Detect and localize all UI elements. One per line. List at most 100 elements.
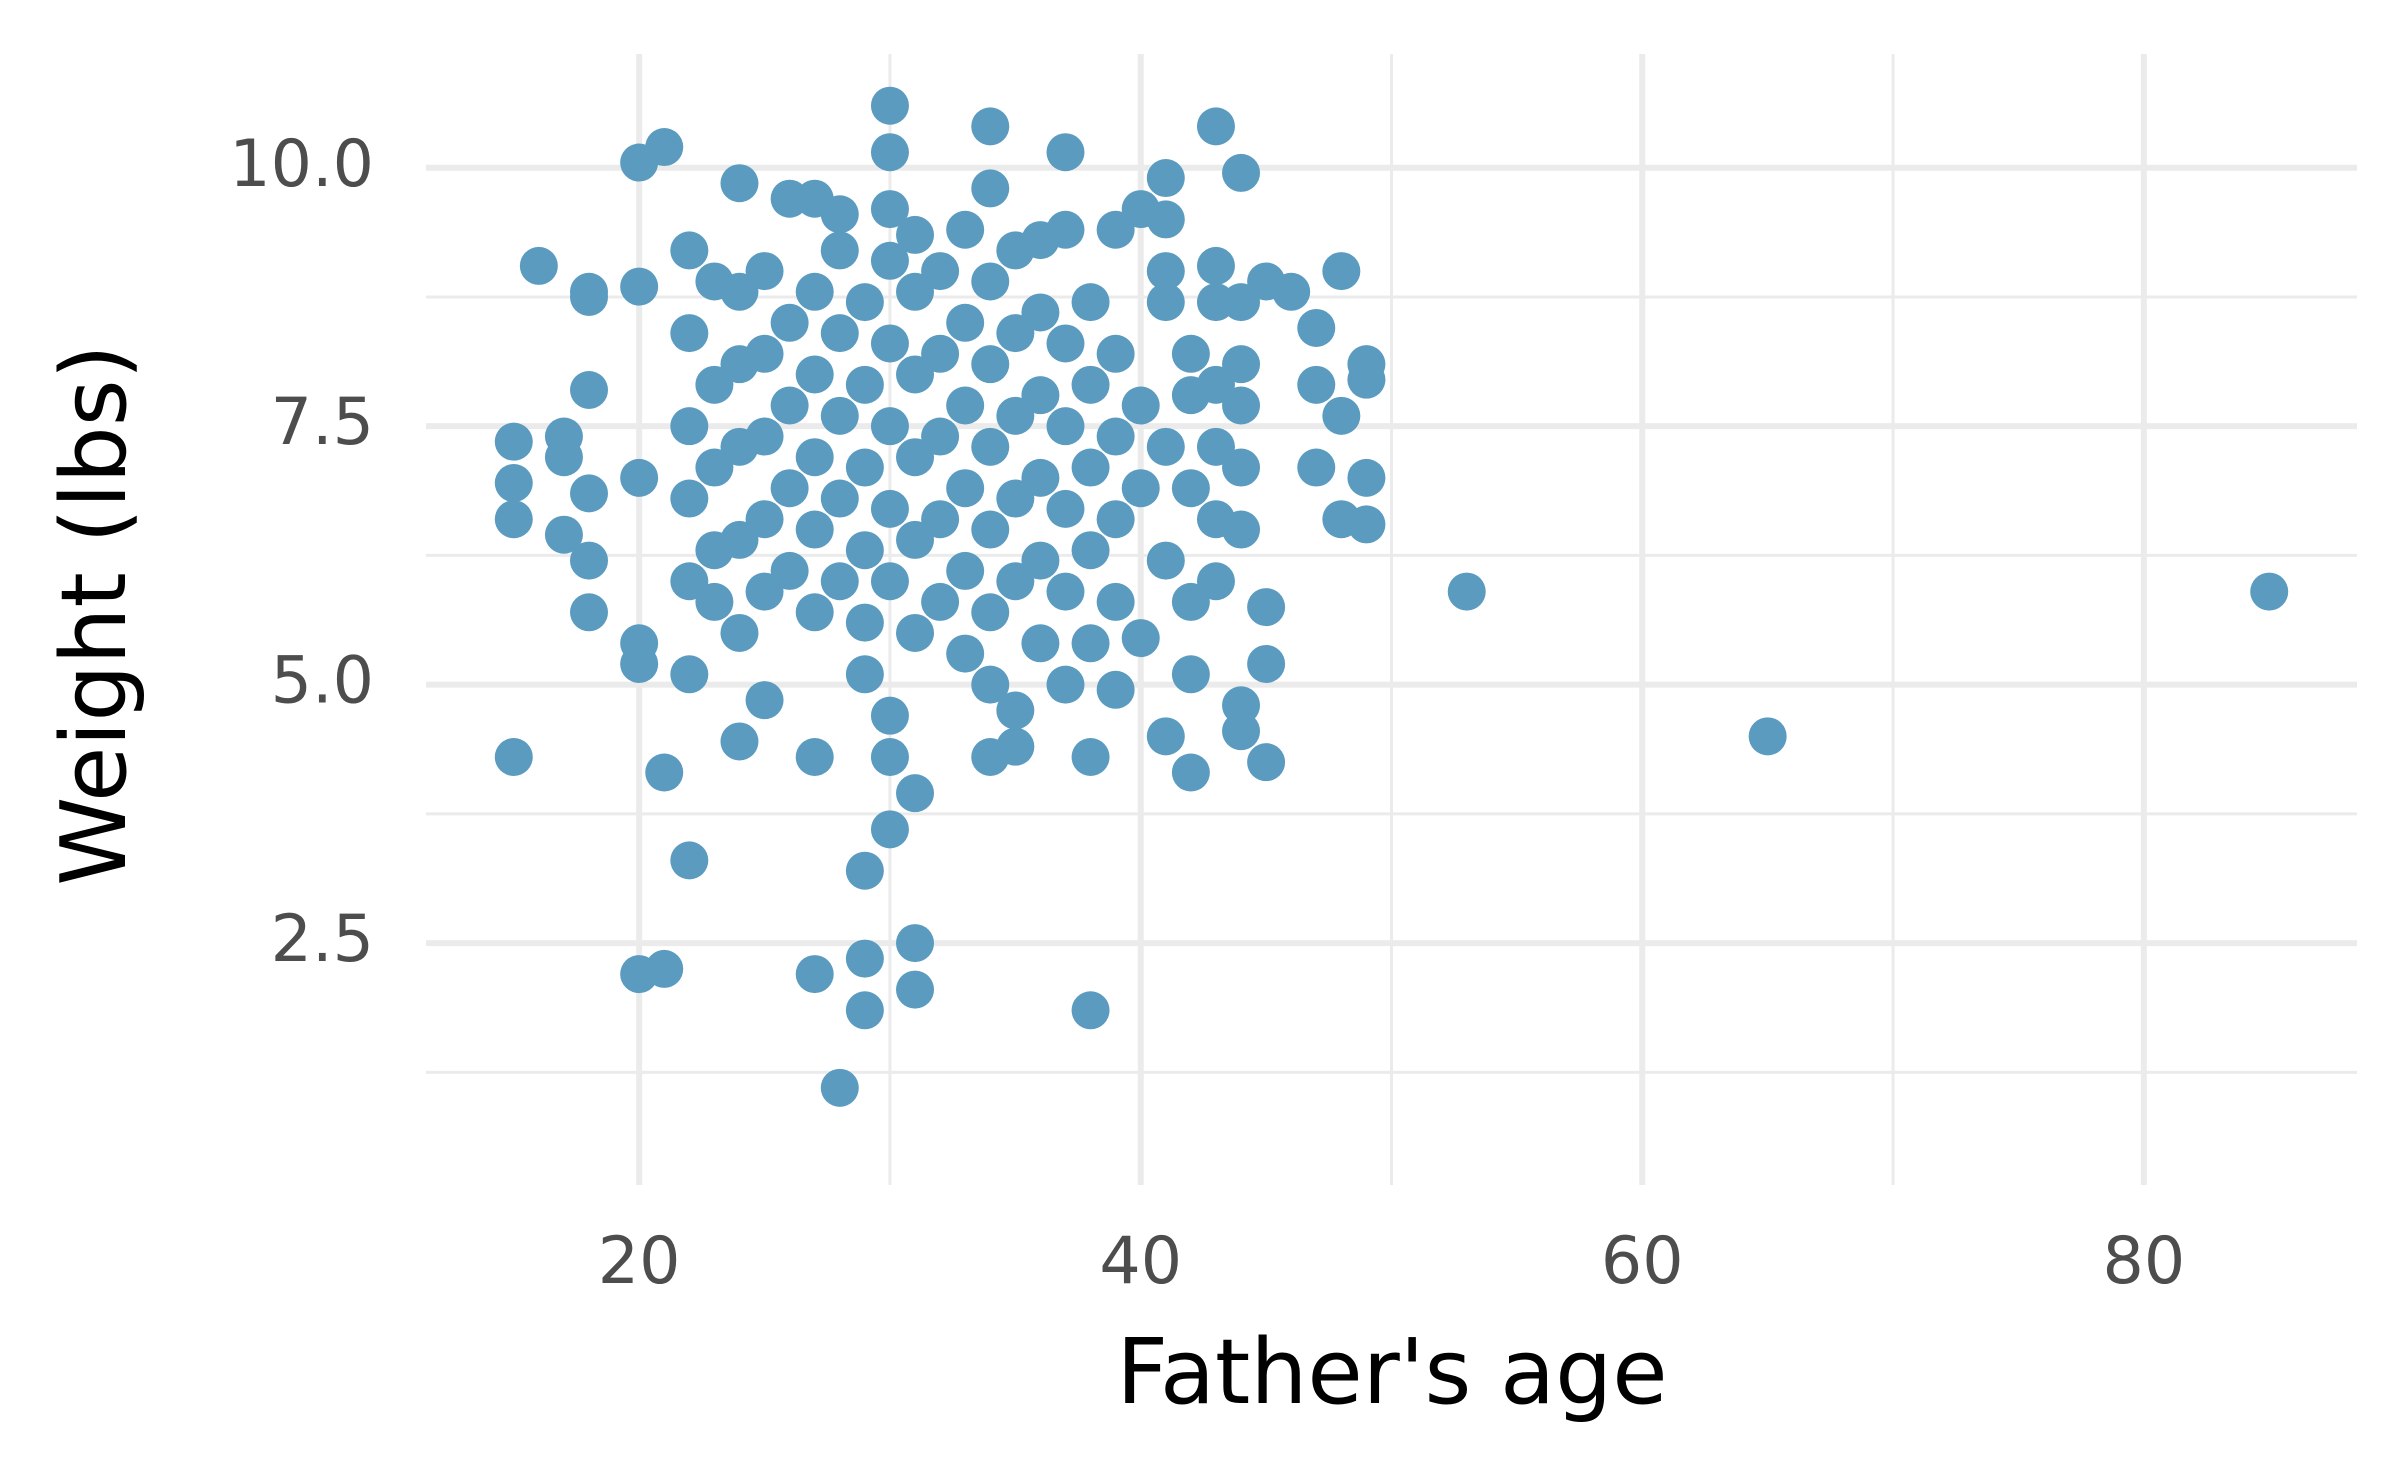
point bbox=[946, 551, 985, 590]
y-tick-label: 10.0 bbox=[229, 127, 374, 202]
point bbox=[870, 241, 909, 280]
point bbox=[946, 634, 985, 673]
point bbox=[971, 345, 1010, 384]
point bbox=[1322, 396, 1361, 435]
point bbox=[946, 386, 985, 425]
point bbox=[1196, 246, 1235, 285]
point bbox=[1196, 427, 1235, 466]
point bbox=[494, 422, 533, 461]
point bbox=[845, 939, 884, 978]
point bbox=[745, 334, 784, 373]
point bbox=[896, 774, 935, 813]
point bbox=[795, 955, 834, 994]
point bbox=[1222, 283, 1261, 322]
point bbox=[1071, 737, 1110, 776]
point bbox=[996, 691, 1035, 730]
point bbox=[1171, 655, 1210, 694]
point bbox=[1196, 107, 1235, 146]
point bbox=[1096, 670, 1135, 709]
x-tick-label: 80 bbox=[2102, 1224, 2185, 1299]
point bbox=[570, 593, 609, 632]
point bbox=[770, 469, 809, 508]
point bbox=[494, 737, 533, 776]
point bbox=[1071, 991, 1110, 1030]
point bbox=[1347, 505, 1386, 544]
point bbox=[845, 448, 884, 487]
point bbox=[896, 924, 935, 963]
point bbox=[1071, 365, 1110, 404]
point bbox=[820, 1068, 859, 1107]
point bbox=[1447, 572, 1486, 611]
point bbox=[519, 246, 558, 285]
point bbox=[1096, 500, 1135, 539]
point bbox=[996, 727, 1035, 766]
point bbox=[1297, 308, 1336, 347]
point bbox=[670, 655, 709, 694]
y-axis-title: Weight (lbs) bbox=[42, 344, 147, 885]
point bbox=[1272, 272, 1311, 311]
point bbox=[820, 314, 859, 353]
point bbox=[720, 164, 759, 203]
point bbox=[896, 970, 935, 1009]
point bbox=[1222, 510, 1261, 549]
point bbox=[1046, 407, 1085, 446]
point bbox=[745, 500, 784, 539]
point bbox=[745, 681, 784, 720]
point bbox=[870, 696, 909, 735]
point bbox=[1046, 572, 1085, 611]
point bbox=[971, 510, 1010, 549]
point bbox=[921, 500, 960, 539]
point bbox=[620, 267, 659, 306]
point bbox=[1096, 210, 1135, 249]
point bbox=[1247, 743, 1286, 782]
point bbox=[1222, 345, 1261, 384]
point bbox=[1222, 386, 1261, 425]
point bbox=[996, 314, 1035, 353]
point bbox=[1071, 448, 1110, 487]
point bbox=[946, 303, 985, 342]
point bbox=[971, 169, 1010, 208]
point bbox=[996, 396, 1035, 435]
point bbox=[1171, 753, 1210, 792]
point bbox=[1297, 365, 1336, 404]
point bbox=[670, 841, 709, 880]
point bbox=[645, 949, 684, 988]
point bbox=[1171, 334, 1210, 373]
point bbox=[1222, 153, 1261, 192]
point bbox=[720, 272, 759, 311]
point bbox=[971, 593, 1010, 632]
point bbox=[795, 593, 834, 632]
point bbox=[1322, 252, 1361, 291]
point bbox=[870, 190, 909, 229]
point bbox=[1021, 458, 1060, 497]
point bbox=[971, 107, 1010, 146]
point bbox=[1347, 458, 1386, 497]
point bbox=[745, 572, 784, 611]
point bbox=[845, 531, 884, 570]
point bbox=[1146, 283, 1185, 322]
point bbox=[2250, 572, 2289, 611]
point bbox=[1046, 489, 1085, 528]
labels: 20 40 60 80 2.5 5.0 7.5 10.0 bbox=[229, 127, 2185, 1299]
point bbox=[1222, 712, 1261, 751]
point bbox=[795, 355, 834, 394]
x-tick-label: 40 bbox=[1099, 1224, 1182, 1299]
point bbox=[695, 365, 734, 404]
point bbox=[1071, 531, 1110, 570]
point bbox=[1021, 541, 1060, 580]
point bbox=[570, 541, 609, 580]
point bbox=[570, 474, 609, 513]
point bbox=[544, 515, 583, 554]
point bbox=[896, 215, 935, 254]
point bbox=[1146, 717, 1185, 756]
point bbox=[670, 231, 709, 270]
point bbox=[1121, 190, 1160, 229]
point bbox=[670, 562, 709, 601]
point bbox=[745, 252, 784, 291]
point bbox=[770, 303, 809, 342]
point bbox=[1046, 133, 1085, 172]
point bbox=[720, 722, 759, 761]
point bbox=[795, 272, 834, 311]
point bbox=[1247, 644, 1286, 683]
point bbox=[921, 417, 960, 456]
